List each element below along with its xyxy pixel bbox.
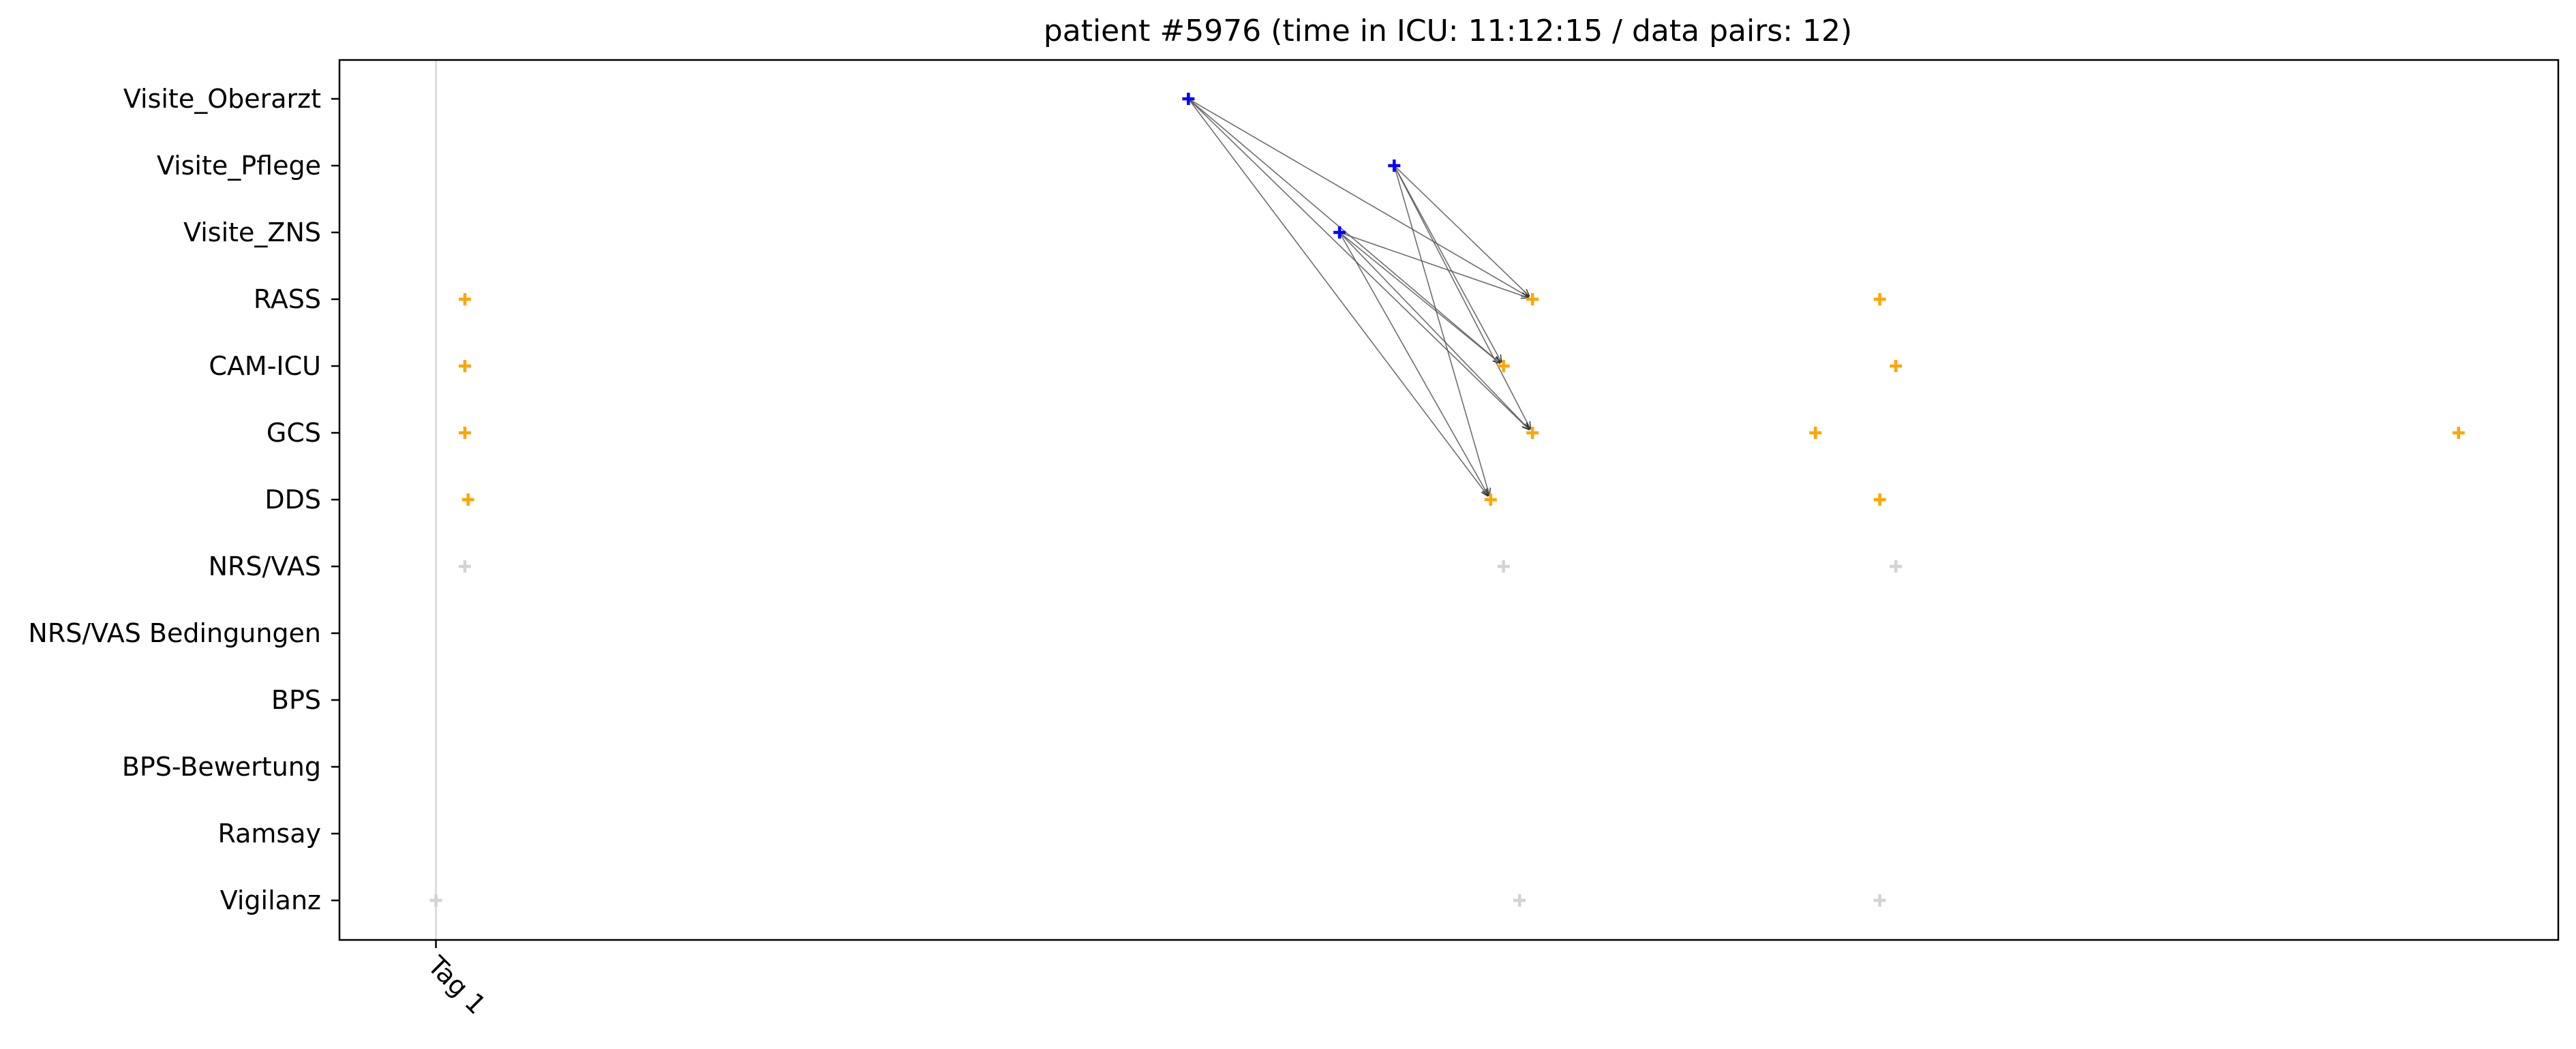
data-point-nrs-vas (458, 560, 471, 573)
data-point-gcs (1526, 427, 1539, 439)
pair-arrow (1187, 98, 1529, 297)
data-point-rass (458, 293, 471, 305)
pair-arrow (1393, 165, 1530, 297)
pair-arrow (1393, 165, 1489, 496)
data-point-gcs (2452, 427, 2465, 439)
pair-arrow (1339, 232, 1530, 430)
y-tick-label-rass: RASS (254, 284, 321, 314)
data-point-dds (1484, 493, 1497, 506)
y-tick-label-cam-icu: CAM-ICU (209, 351, 321, 381)
chart-title: patient #5976 (time in ICU: 11:12:15 / d… (1044, 14, 1852, 48)
data-point-visite-zns (1333, 226, 1346, 239)
data-point-rass (1873, 293, 1886, 305)
y-tick-label-visite-pflege: Visite_Pflege (157, 151, 321, 181)
data-point-dds (461, 493, 474, 506)
data-point-cam-icu (458, 360, 471, 372)
y-tick-label-nrs-vas: NRS/VAS (209, 551, 321, 581)
data-point-vigilanz (1873, 894, 1886, 907)
y-tick-label-vigilanz: Vigilanz (220, 885, 321, 915)
pair-arrow (1393, 165, 1502, 363)
pair-arrow (1393, 165, 1530, 429)
plot-area (331, 60, 2465, 948)
y-tick-label-bps-bewertung: BPS-Bewertung (122, 752, 321, 782)
data-point-nrs-vas (1497, 560, 1510, 573)
pair-arrow (1339, 232, 1528, 298)
y-tick-label-nrs-vas-bedingungen: NRS/VAS Bedingungen (28, 618, 321, 648)
pair-arrow (1339, 232, 1489, 496)
data-point-rass (1526, 293, 1539, 305)
data-point-cam-icu (1890, 360, 1903, 372)
y-tick-label-dds: DDS (264, 485, 321, 515)
data-point-vigilanz (1513, 894, 1526, 907)
y-tick-label-bps: BPS (271, 685, 321, 715)
data-point-gcs (1809, 427, 1822, 439)
data-point-cam-icu (1497, 360, 1510, 372)
data-point-gcs (458, 427, 471, 439)
pair-arrow (1187, 98, 1488, 496)
data-point-visite-pflege (1388, 159, 1401, 172)
pair-arrow (1187, 98, 1529, 430)
axes-frame (338, 59, 2560, 941)
data-point-nrs-vas (1890, 560, 1903, 573)
y-tick-label-ramsay: Ramsay (218, 819, 321, 849)
data-point-vigilanz (429, 894, 442, 907)
pair-arrow (1339, 232, 1500, 363)
y-tick-label-visite-oberarzt: Visite_Oberarzt (123, 84, 321, 114)
y-tick-label-visite-zns: Visite_ZNS (183, 217, 321, 247)
data-point-dds (1873, 493, 1886, 506)
y-tick-label-gcs: GCS (267, 418, 321, 448)
x-tick-label: Tag 1 (421, 950, 491, 1020)
data-point-visite-oberarzt (1182, 93, 1195, 105)
